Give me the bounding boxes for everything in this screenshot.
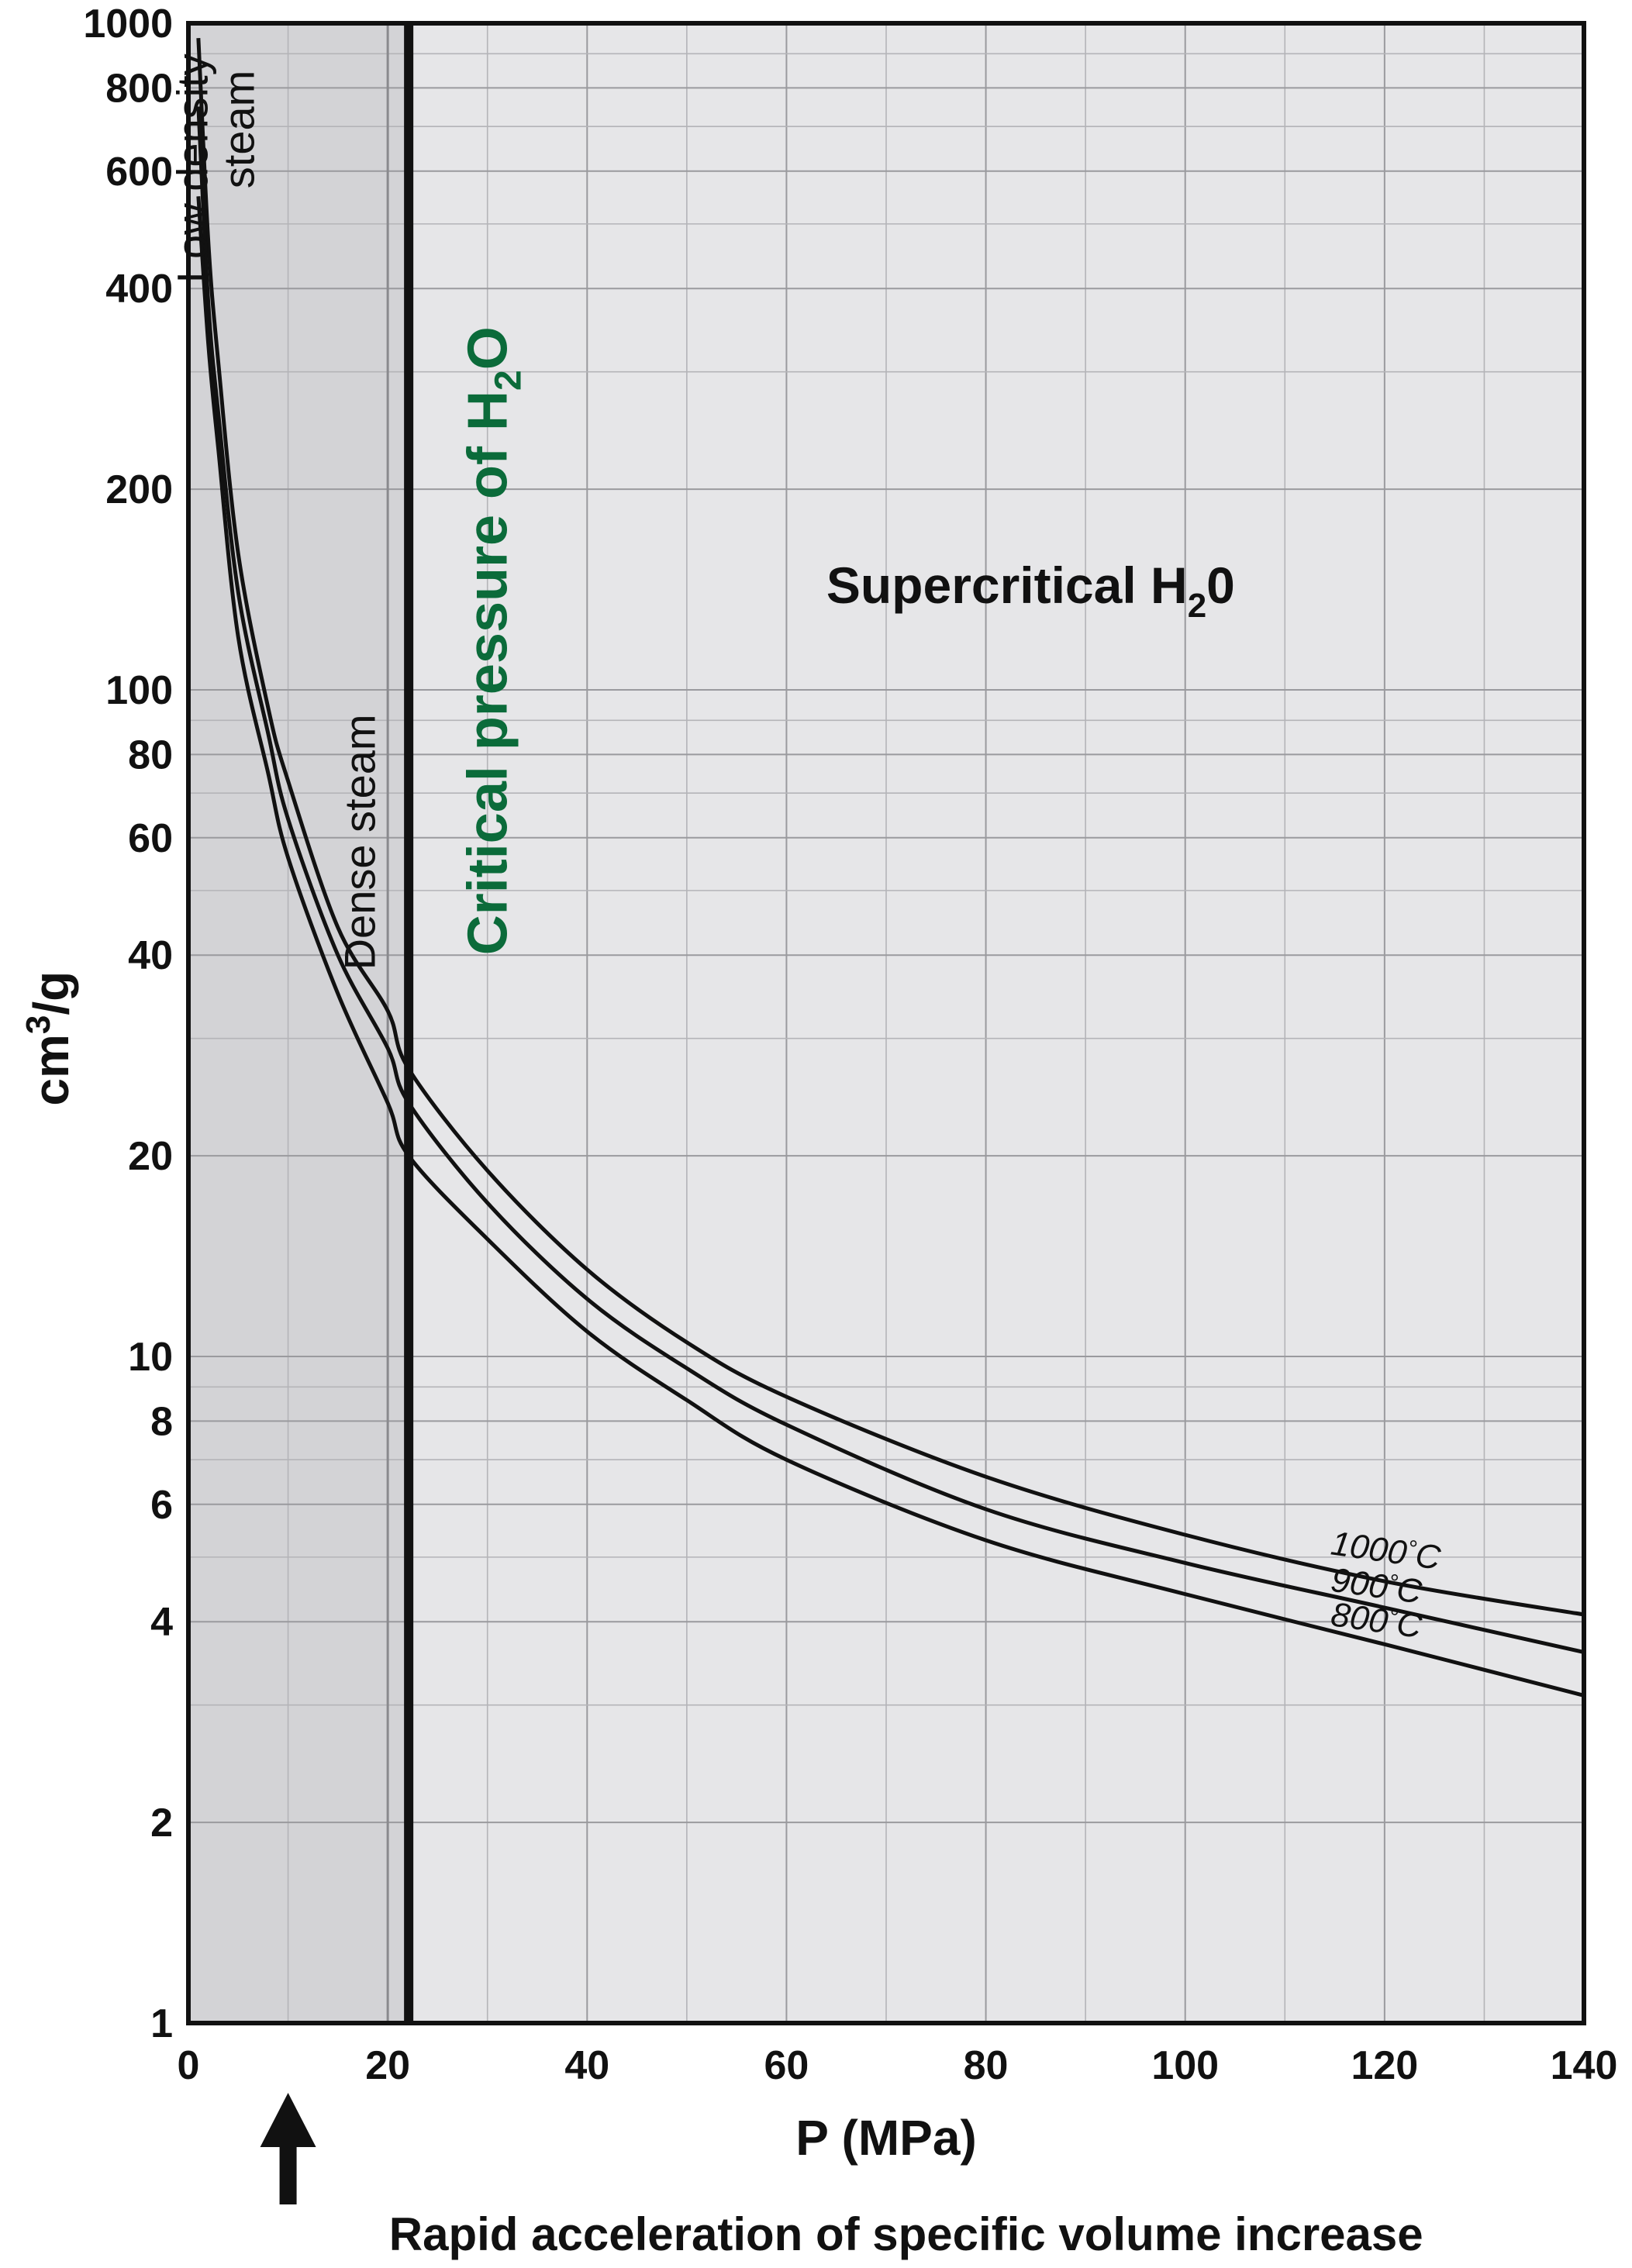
- y-tick-label: 80: [128, 732, 173, 777]
- x-tick-label: 80: [964, 2043, 1009, 2088]
- curves: [196, 38, 1585, 1698]
- y-axis-title: cm3/g: [19, 971, 79, 1106]
- series-line-3: [196, 196, 1585, 1698]
- y-tick-label: 6: [150, 1483, 173, 1528]
- y-tick-label: 400: [105, 267, 173, 312]
- region-label-line: Low density: [167, 53, 216, 283]
- x-tick-label: 0: [178, 2043, 200, 2088]
- region-label-line: steam: [214, 71, 263, 189]
- x-tick-label: 40: [564, 2043, 609, 2088]
- curve-label: 1000°C: [1329, 1525, 1444, 1577]
- supercritical-label: Supercritical H20: [826, 557, 1235, 625]
- curve-label: 900°C: [1329, 1561, 1425, 1611]
- y-tick-label: 1000: [83, 2, 173, 47]
- y-tick-label: 2: [150, 1801, 173, 1846]
- series-line-1: [196, 38, 1585, 1617]
- x-tick-label: 20: [365, 2043, 410, 2088]
- y-tick-label: 4: [150, 1600, 173, 1645]
- y-tick-label: 800: [105, 66, 173, 111]
- region-label-line: Dense steam: [335, 714, 384, 970]
- y-tick-label: 1: [150, 2001, 173, 2046]
- critical-pressure-label: Critical pressure of H2O: [457, 326, 530, 955]
- series-line-2: [196, 106, 1585, 1655]
- x-tick-label: 120: [1351, 2043, 1418, 2088]
- y-tick-label: 100: [105, 668, 173, 713]
- y-tick-label: 200: [105, 467, 173, 512]
- dense-steam-label: Dense steam: [335, 714, 384, 970]
- y-tick-label: 60: [128, 816, 173, 861]
- x-axis-ticks: 0 20 40 60 80 100 120 140: [178, 2043, 1618, 2088]
- x-tick-label: 140: [1551, 2043, 1618, 2088]
- y-tick-label: 40: [128, 933, 173, 978]
- arrow-head: [260, 2093, 316, 2147]
- arrow-note: Rapid acceleration of specific volume in…: [389, 2208, 1423, 2260]
- y-tick-label: 8: [150, 1399, 173, 1444]
- y-tick-label: 20: [128, 1134, 173, 1179]
- y-axis-ticks: 1 2 4 6 8 10 20 40 60 80 100 200 400 600 800 1000: [83, 2, 173, 2046]
- grid: [188, 23, 1584, 2023]
- y-tick-label: 600: [105, 150, 173, 195]
- up-arrow-icon: [260, 2093, 316, 2204]
- x-tick-label: 60: [764, 2043, 809, 2088]
- x-axis-title: P (MPa): [795, 2110, 977, 2166]
- curve-label: 800°C: [1329, 1595, 1425, 1646]
- arrow-shaft: [279, 2146, 297, 2204]
- x-tick-label: 100: [1151, 2043, 1219, 2088]
- y-tick-label: 10: [128, 1335, 173, 1380]
- plot-frame: [186, 21, 1586, 2025]
